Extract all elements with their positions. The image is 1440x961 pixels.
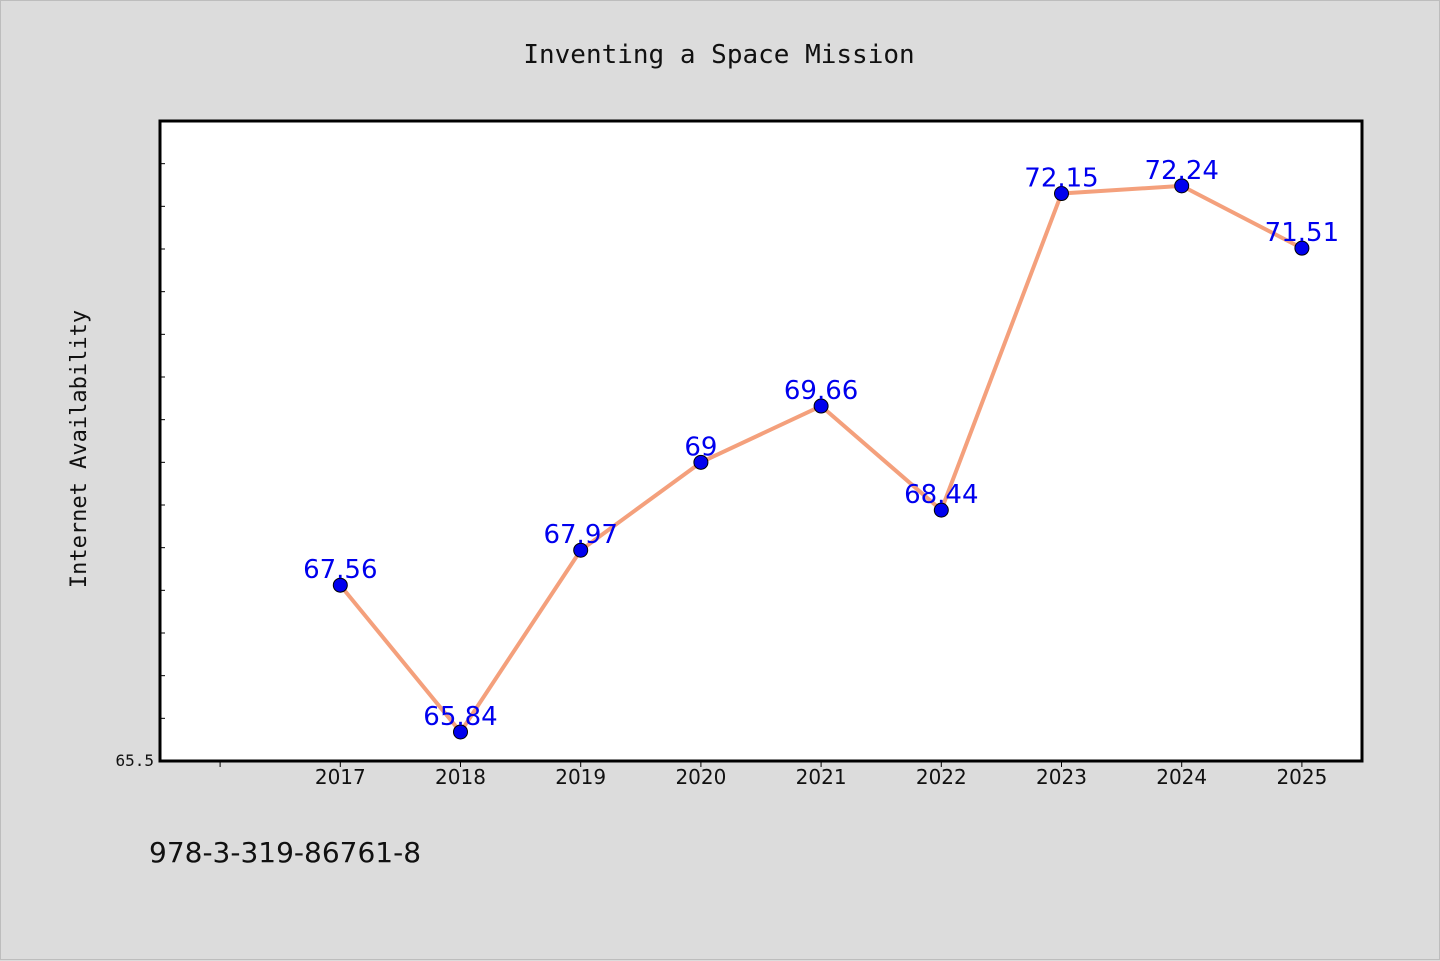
x-tick-label: 2017 — [315, 765, 366, 789]
data-point — [693, 454, 709, 470]
data-label: 72.24 — [1144, 156, 1218, 186]
x-tick-label: 2018 — [435, 765, 486, 789]
x-tick-label: 2022 — [916, 765, 967, 789]
data-label: 68.44 — [904, 480, 978, 510]
data-point — [1294, 240, 1310, 256]
data-point — [332, 577, 348, 593]
data-point — [573, 542, 589, 558]
x-axis-ticks: 2017 2018 2019 2020 2021 2022 2023 2024 2025 — [219, 761, 1327, 789]
series-layer: 67.56 65.84 67.97 69 69.66 68.44 72.15 72.24 71.… — [303, 156, 1339, 740]
x-tick-label: 2024 — [1156, 765, 1207, 789]
data-point — [1054, 186, 1069, 202]
data-point — [933, 502, 949, 518]
data-point — [453, 724, 468, 740]
data-point — [813, 398, 829, 414]
isbn-text: 978-3-319-86761-8 — [149, 836, 422, 869]
y-axis-ticks: 65.5 — [115, 120, 165, 770]
y-axis-label: Internet Availability — [67, 310, 92, 588]
data-label: 69 — [684, 432, 717, 462]
data-label: 67.97 — [543, 520, 617, 550]
data-point — [1174, 178, 1190, 194]
data-label: 67.56 — [303, 555, 377, 585]
y-tick-label: 65.5 — [115, 751, 154, 770]
x-tick-label: 2020 — [675, 765, 726, 789]
x-tick-label: 2023 — [1036, 765, 1087, 789]
x-tick-label: 2019 — [555, 765, 606, 789]
chart-title: Inventing a Space Mission — [523, 40, 914, 70]
data-label: 65.84 — [423, 702, 497, 732]
data-label: 69.66 — [784, 376, 858, 406]
x-tick-label: 2025 — [1276, 765, 1327, 789]
plot-area — [158, 119, 1364, 763]
data-label: 72.15 — [1024, 164, 1098, 194]
x-tick-label: 2021 — [796, 765, 847, 789]
data-label: 71.51 — [1265, 218, 1339, 248]
